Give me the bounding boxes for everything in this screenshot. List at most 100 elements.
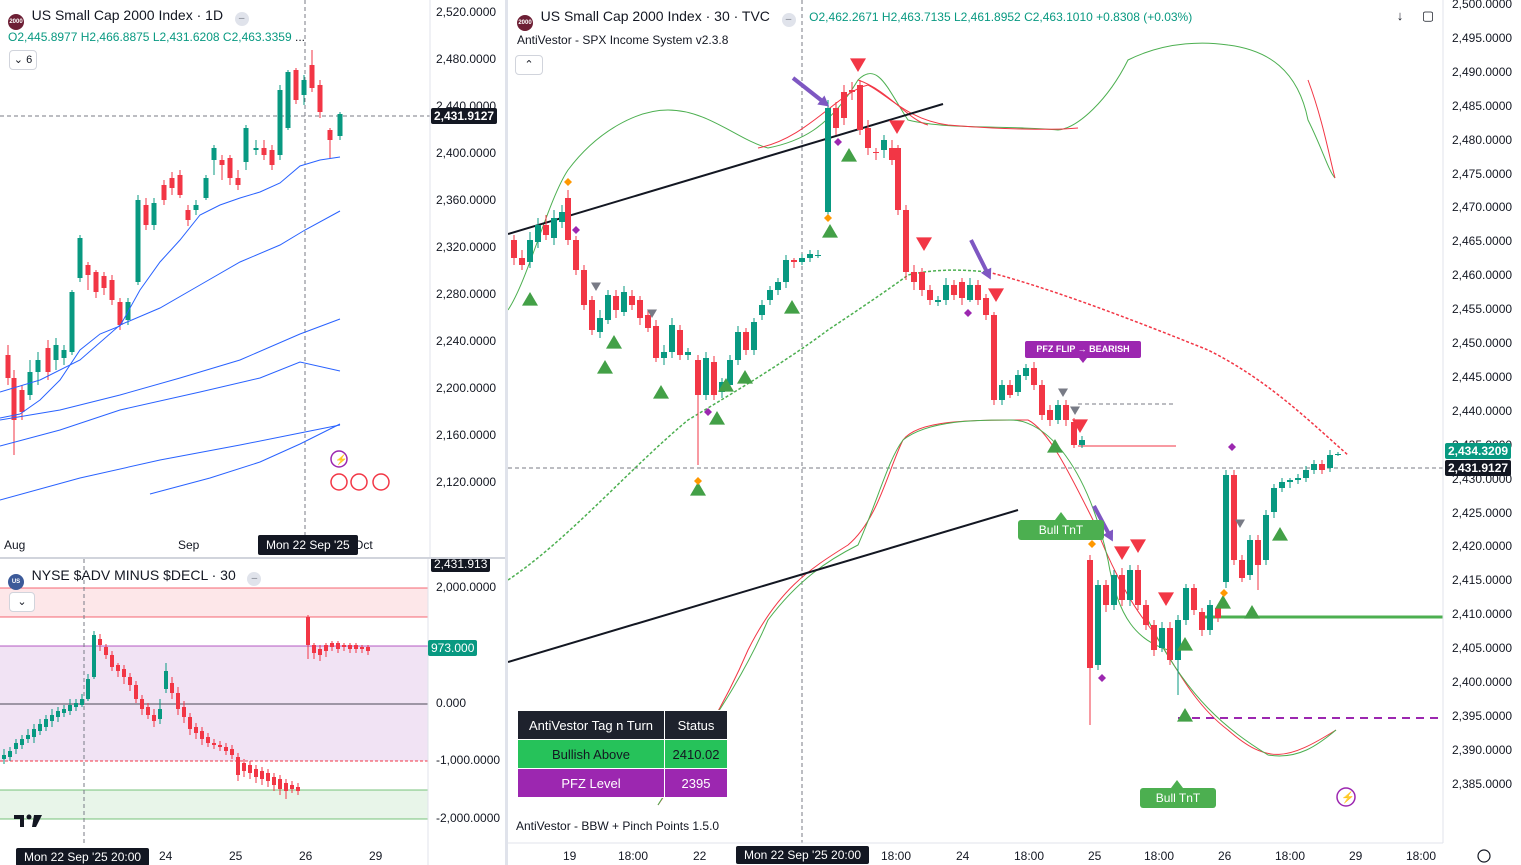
lightning-glyph: ⚡ bbox=[1341, 791, 1355, 804]
candle bbox=[19, 385, 25, 420]
daily-chart-pane[interactable]: ⚡ 2000 US Small Cap 2000 Index · 1D – O2… bbox=[0, 0, 505, 557]
buy-triangle-marker bbox=[1215, 595, 1231, 609]
diamond-marker bbox=[964, 309, 972, 317]
candle bbox=[865, 120, 871, 155]
main-price-label: 2,395.0000 bbox=[1452, 708, 1513, 723]
candle bbox=[211, 145, 217, 175]
candle bbox=[1311, 460, 1317, 474]
maximize-icon[interactable]: ▢ bbox=[1421, 8, 1435, 23]
candle bbox=[342, 643, 346, 651]
candle bbox=[62, 705, 66, 717]
candle bbox=[669, 318, 675, 358]
adv-toggle-button[interactable]: ⌄ bbox=[9, 592, 35, 612]
candle bbox=[309, 50, 315, 92]
candle bbox=[999, 380, 1005, 405]
main-price-label: 2,445.0000 bbox=[1452, 369, 1513, 384]
candle bbox=[1327, 450, 1333, 472]
candle bbox=[685, 348, 691, 360]
main-chart-canvas[interactable]: ⚡ bbox=[508, 0, 1521, 865]
main-price-label: 2,495.0000 bbox=[1452, 30, 1513, 45]
candle bbox=[511, 235, 517, 265]
candle bbox=[272, 773, 276, 791]
candle bbox=[35, 352, 41, 385]
candle bbox=[991, 312, 997, 405]
adv-chart-canvas[interactable] bbox=[0, 559, 505, 865]
table-header-name: AntiVestor Tag n Turn bbox=[517, 710, 665, 740]
main-last-price-tag: 2,431.9127 bbox=[1445, 460, 1512, 476]
bull-tnt-label-2: Bull TnT bbox=[1140, 788, 1216, 808]
sell-triangle-marker bbox=[1235, 519, 1245, 528]
indicator-income-system[interactable]: AntiVestor - SPX Income System v2.3.8 bbox=[517, 33, 729, 47]
arrow-down-icon[interactable]: ↓ bbox=[1396, 8, 1404, 23]
time-label-sep: Sep bbox=[178, 538, 200, 552]
adv-decl-chart-pane[interactable]: US NYSE $ADV MINUS $DECL · 30 – ⌄ 2,431.… bbox=[0, 559, 505, 865]
buy-triangle-marker bbox=[1177, 637, 1193, 651]
candle bbox=[959, 278, 965, 305]
candle bbox=[1031, 362, 1037, 390]
adv-title[interactable]: NYSE $ADV MINUS $DECL · 30 bbox=[31, 567, 236, 583]
candle bbox=[278, 775, 282, 795]
main-price-label: 2,415.0000 bbox=[1452, 573, 1513, 588]
candle bbox=[290, 781, 294, 793]
candle bbox=[26, 729, 30, 743]
daily-price-label: 2,320.0000 bbox=[436, 240, 497, 254]
main-price-label: 2,475.0000 bbox=[1452, 166, 1513, 181]
more-options-icon[interactable]: – bbox=[781, 13, 796, 27]
candle bbox=[253, 140, 259, 155]
candle bbox=[1287, 478, 1293, 488]
daily-price-label: 2,480.0000 bbox=[436, 52, 497, 66]
table-row-bullish-value: 2410.02 bbox=[664, 739, 728, 769]
daily-price-label: 2,360.0000 bbox=[436, 193, 497, 207]
candle bbox=[1199, 608, 1205, 636]
chevron-down-icon: ⌄ bbox=[13, 54, 24, 66]
candle bbox=[161, 180, 167, 205]
candle bbox=[235, 170, 241, 190]
candle bbox=[767, 286, 773, 305]
candle bbox=[277, 85, 283, 160]
indicator-bbw-pinch[interactable]: AntiVestor - BBW + Pinch Points 1.5.0 bbox=[516, 819, 720, 833]
candle bbox=[849, 82, 855, 100]
candle bbox=[1295, 474, 1301, 484]
lightning-icon bbox=[330, 450, 348, 468]
candle bbox=[543, 215, 549, 240]
candle bbox=[1071, 418, 1077, 448]
more-options-icon[interactable]: – bbox=[247, 572, 262, 586]
indicator-collapse-button[interactable]: ⌃ bbox=[515, 55, 543, 75]
candle bbox=[613, 290, 619, 318]
candle bbox=[92, 631, 96, 679]
candle bbox=[85, 262, 91, 290]
main-chart-pane[interactable]: ⚡ 2000 US Small Cap 2000 Index · 30 · TV… bbox=[508, 0, 1521, 865]
candle bbox=[1079, 436, 1085, 448]
adv-price-0: 0.000 bbox=[436, 696, 467, 710]
more-options-icon[interactable]: – bbox=[234, 12, 249, 26]
candle bbox=[743, 328, 749, 355]
buy-triangle-marker bbox=[1244, 605, 1260, 619]
daily-chart-canvas[interactable]: ⚡ bbox=[0, 0, 505, 557]
daily-price-label: 2,160.0000 bbox=[436, 428, 497, 442]
daily-crosshair-date: Mon 22 Sep '25 bbox=[258, 535, 358, 555]
sell-triangle-marker bbox=[1114, 546, 1130, 560]
daily-title[interactable]: US Small Cap 2000 Index · 1D bbox=[31, 7, 224, 23]
pane-divider-vertical[interactable] bbox=[505, 0, 508, 865]
candle bbox=[1175, 615, 1181, 695]
candle bbox=[581, 265, 587, 310]
ohlc-more: ... bbox=[294, 30, 305, 44]
main-price-label: 2,460.0000 bbox=[1452, 268, 1513, 283]
candle bbox=[182, 701, 186, 723]
buy-triangle-marker bbox=[822, 224, 838, 238]
main-title[interactable]: US Small Cap 2000 Index · 30 · TVC bbox=[540, 8, 770, 24]
table-row-bullish-label: Bullish Above bbox=[517, 739, 665, 769]
main-time-label: 29 bbox=[1349, 849, 1363, 863]
candle bbox=[254, 765, 258, 783]
main-price-label: 2,420.0000 bbox=[1452, 539, 1513, 554]
candle bbox=[8, 747, 12, 761]
tag-n-turn-status-table: AntiVestor Tag n Turn Status Bullish Abo… bbox=[517, 710, 728, 798]
indicator-toggle-button[interactable]: ⌄ 6 bbox=[9, 50, 37, 70]
candle bbox=[176, 687, 180, 715]
pane-divider-horizontal[interactable] bbox=[0, 557, 505, 559]
candle bbox=[348, 643, 352, 653]
adv-top-tag: 2,431.913 bbox=[431, 559, 491, 572]
main-time-label: 22 bbox=[693, 849, 707, 863]
candle bbox=[951, 280, 957, 300]
main-price-label: 2,485.0000 bbox=[1452, 98, 1513, 113]
